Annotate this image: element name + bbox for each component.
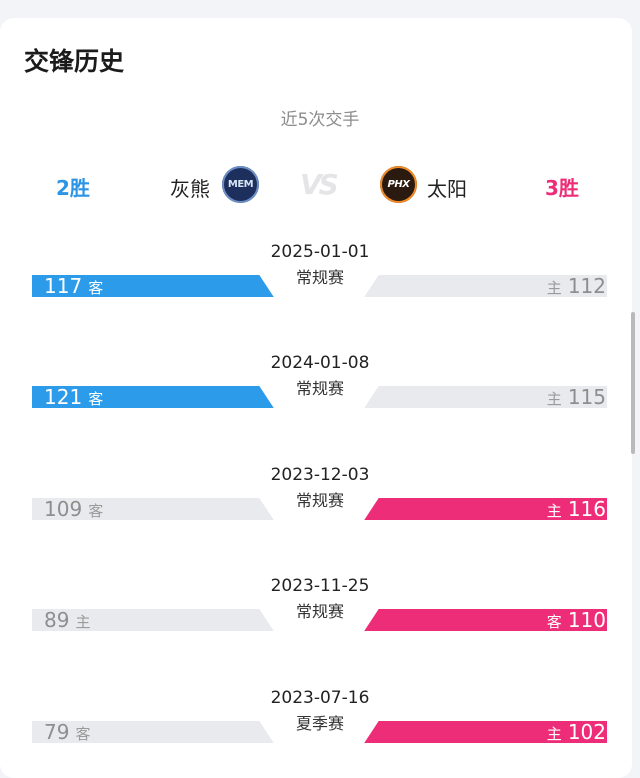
game-date: 2025-01-01 [270,242,370,262]
score-value: 116 [567,497,606,521]
grizzlies-score: 89 主 [44,610,96,633]
section-title: 交锋历史 [24,47,125,76]
suns-score: 主 115 [541,387,606,410]
score-value: 117 [44,274,83,298]
grizzlies-score: 79 客 [44,722,96,745]
score-value: 89 [44,608,70,632]
grizzlies-logo-icon[interactable]: MEM [222,166,259,203]
suns-score-bar [326,386,607,408]
grizzlies-score: 121 客 [44,387,109,410]
grizzlies-score-bar [32,275,315,297]
grizzlies-score: 109 客 [44,499,109,522]
suns-score: 主 112 [541,276,606,299]
suns-score-bar [326,609,607,631]
game-date: 2023-07-16 [270,688,370,708]
grizzlies-score-bar [32,498,315,520]
game-row[interactable]: 2023-07-16 夏季赛 79 客 主 102 [0,688,640,763]
grizzlies-score-bar [32,721,315,743]
score-value: 115 [567,385,606,409]
game-type: 夏季赛 [295,714,344,733]
venue-tag: 客 [75,725,91,743]
game-row[interactable]: 2025-01-01 常规赛 117 客 主 112 [0,242,640,317]
score-value: 79 [44,720,70,744]
suns-logo-icon[interactable]: PHX [380,166,417,203]
suns-score: 主 116 [541,499,606,522]
bar-divider [258,273,380,299]
grizzlies-team-name[interactable]: 灰熊 [170,177,210,201]
grizzlies-win-count: 2胜 [56,176,90,200]
game-type: 常规赛 [295,268,344,287]
suns-score: 主 102 [541,722,606,745]
game-type: 常规赛 [295,602,344,621]
recent-games-label: 近5次交手 [280,110,360,130]
vs-icon: VS [300,168,339,201]
score-value: 112 [567,274,606,298]
venue-tag: 主 [546,725,562,743]
suns-score-bar [326,498,607,520]
bar-divider [258,384,380,410]
bar-divider [258,719,380,745]
venue-tag: 主 [546,390,562,408]
score-value: 109 [44,497,83,521]
scrollbar[interactable] [631,312,635,454]
score-value: 121 [44,385,83,409]
suns-win-count: 3胜 [545,176,579,200]
grizzlies-score: 117 客 [44,276,109,299]
game-row[interactable]: 2023-12-03 常规赛 109 客 主 116 [0,465,640,540]
venue-tag: 客 [88,502,104,520]
game-date: 2023-12-03 [270,465,370,485]
venue-tag: 主 [75,613,91,631]
game-type: 常规赛 [295,379,344,398]
venue-tag: 主 [546,502,562,520]
venue-tag: 客 [546,613,562,631]
game-date: 2024-01-08 [270,353,370,373]
venue-tag: 客 [88,390,104,408]
score-value: 102 [567,720,606,744]
suns-score-bar [326,721,607,743]
suns-score: 客 110 [541,610,606,633]
game-row[interactable]: 2023-11-25 常规赛 89 主 客 110 [0,576,640,651]
game-date: 2023-11-25 [270,576,370,596]
game-row[interactable]: 2024-01-08 常规赛 121 客 主 115 [0,353,640,428]
suns-score-bar [326,275,607,297]
venue-tag: 客 [88,279,104,297]
suns-team-name[interactable]: 太阳 [427,177,467,201]
score-value: 110 [567,608,606,632]
venue-tag: 主 [546,279,562,297]
grizzlies-score-bar [32,609,315,631]
bar-divider [258,607,380,633]
grizzlies-score-bar [32,386,315,408]
bar-divider [258,496,380,522]
game-type: 常规赛 [295,491,344,510]
